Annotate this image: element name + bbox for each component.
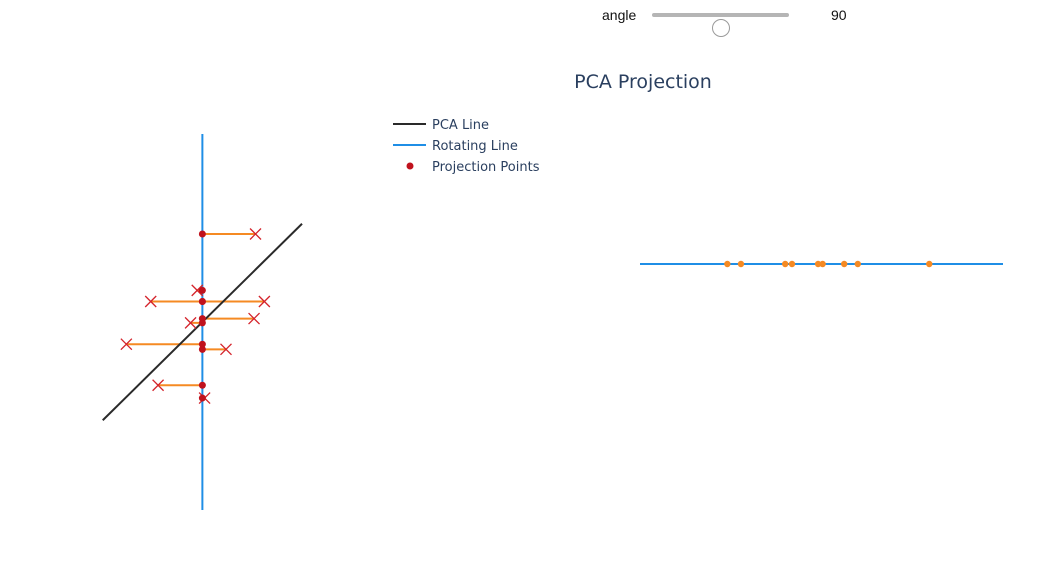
- projection-point: [198, 286, 206, 294]
- projection-point: [198, 381, 206, 389]
- projected-value-point: [782, 260, 789, 268]
- projection-point: [198, 345, 206, 353]
- legend-label-rotating-line[interactable]: Rotating Line: [432, 139, 518, 154]
- projected-value-point: [814, 260, 822, 268]
- legend-swatch-projection-points: [406, 162, 414, 170]
- right-panel: [640, 260, 1003, 268]
- angle-value: 90: [831, 7, 847, 23]
- angle-slider-row: angle 90: [0, 0, 1043, 37]
- chart-title: PCA Projection: [574, 71, 712, 93]
- projected-value-point: [840, 260, 848, 268]
- projection-points: [198, 230, 206, 402]
- projected-value-point: [788, 260, 796, 268]
- legend-label-projection-points[interactable]: Projection Points: [432, 160, 540, 175]
- angle-slider-thumb[interactable]: [711, 19, 730, 37]
- data-point-x-marker: [144, 295, 157, 308]
- projection-point: [198, 394, 206, 402]
- data-point-x-marker: [184, 316, 197, 329]
- connector-lines: [126, 232, 265, 400]
- data-point-x-marker: [220, 343, 232, 356]
- projected-value-point: [819, 260, 826, 268]
- projected-value-point: [724, 260, 731, 268]
- projected-value-point: [737, 260, 745, 268]
- angle-slider-track[interactable]: [652, 13, 789, 37]
- angle-label: angle: [602, 7, 637, 23]
- chart-legend: PCA Line Rotating Line Projection Points: [393, 118, 540, 175]
- data-point-x-marker: [152, 379, 165, 392]
- data-point-x-marker: [191, 284, 204, 297]
- data-point-x-marker: [249, 228, 262, 240]
- projected-value-point: [854, 260, 861, 268]
- projection-point: [198, 319, 206, 327]
- data-point-x-marker: [120, 338, 133, 351]
- data-point-x-marker: [258, 295, 271, 308]
- data-point-x-marker: [248, 312, 261, 325]
- projected-value-point: [926, 260, 933, 268]
- projection-point: [198, 340, 206, 348]
- projection-point: [198, 230, 206, 238]
- data-markers: [120, 228, 271, 405]
- projection-point: [198, 297, 206, 305]
- legend-label-pca-line[interactable]: PCA Line: [432, 118, 489, 133]
